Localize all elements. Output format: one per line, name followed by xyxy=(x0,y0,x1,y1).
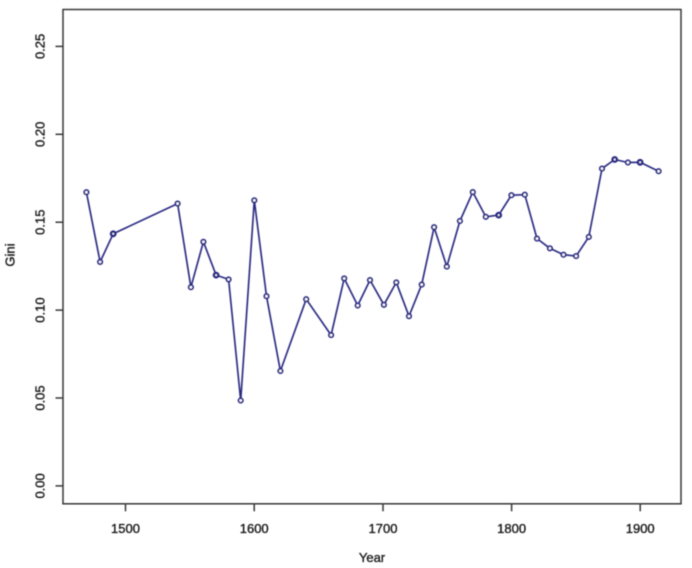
svg-text:0.00: 0.00 xyxy=(33,473,48,498)
svg-text:1500: 1500 xyxy=(111,521,140,536)
svg-text:1800: 1800 xyxy=(497,521,526,536)
svg-text:1900: 1900 xyxy=(626,521,655,536)
svg-text:0.15: 0.15 xyxy=(33,210,48,235)
svg-text:0.20: 0.20 xyxy=(33,122,48,147)
svg-text:1600: 1600 xyxy=(240,521,269,536)
svg-text:1700: 1700 xyxy=(369,521,398,536)
svg-text:0.05: 0.05 xyxy=(33,385,48,410)
svg-text:0.25: 0.25 xyxy=(33,34,48,59)
svg-text:0.10: 0.10 xyxy=(33,297,48,322)
svg-text:Year: Year xyxy=(359,550,386,565)
svg-text:Gini: Gini xyxy=(3,243,18,266)
